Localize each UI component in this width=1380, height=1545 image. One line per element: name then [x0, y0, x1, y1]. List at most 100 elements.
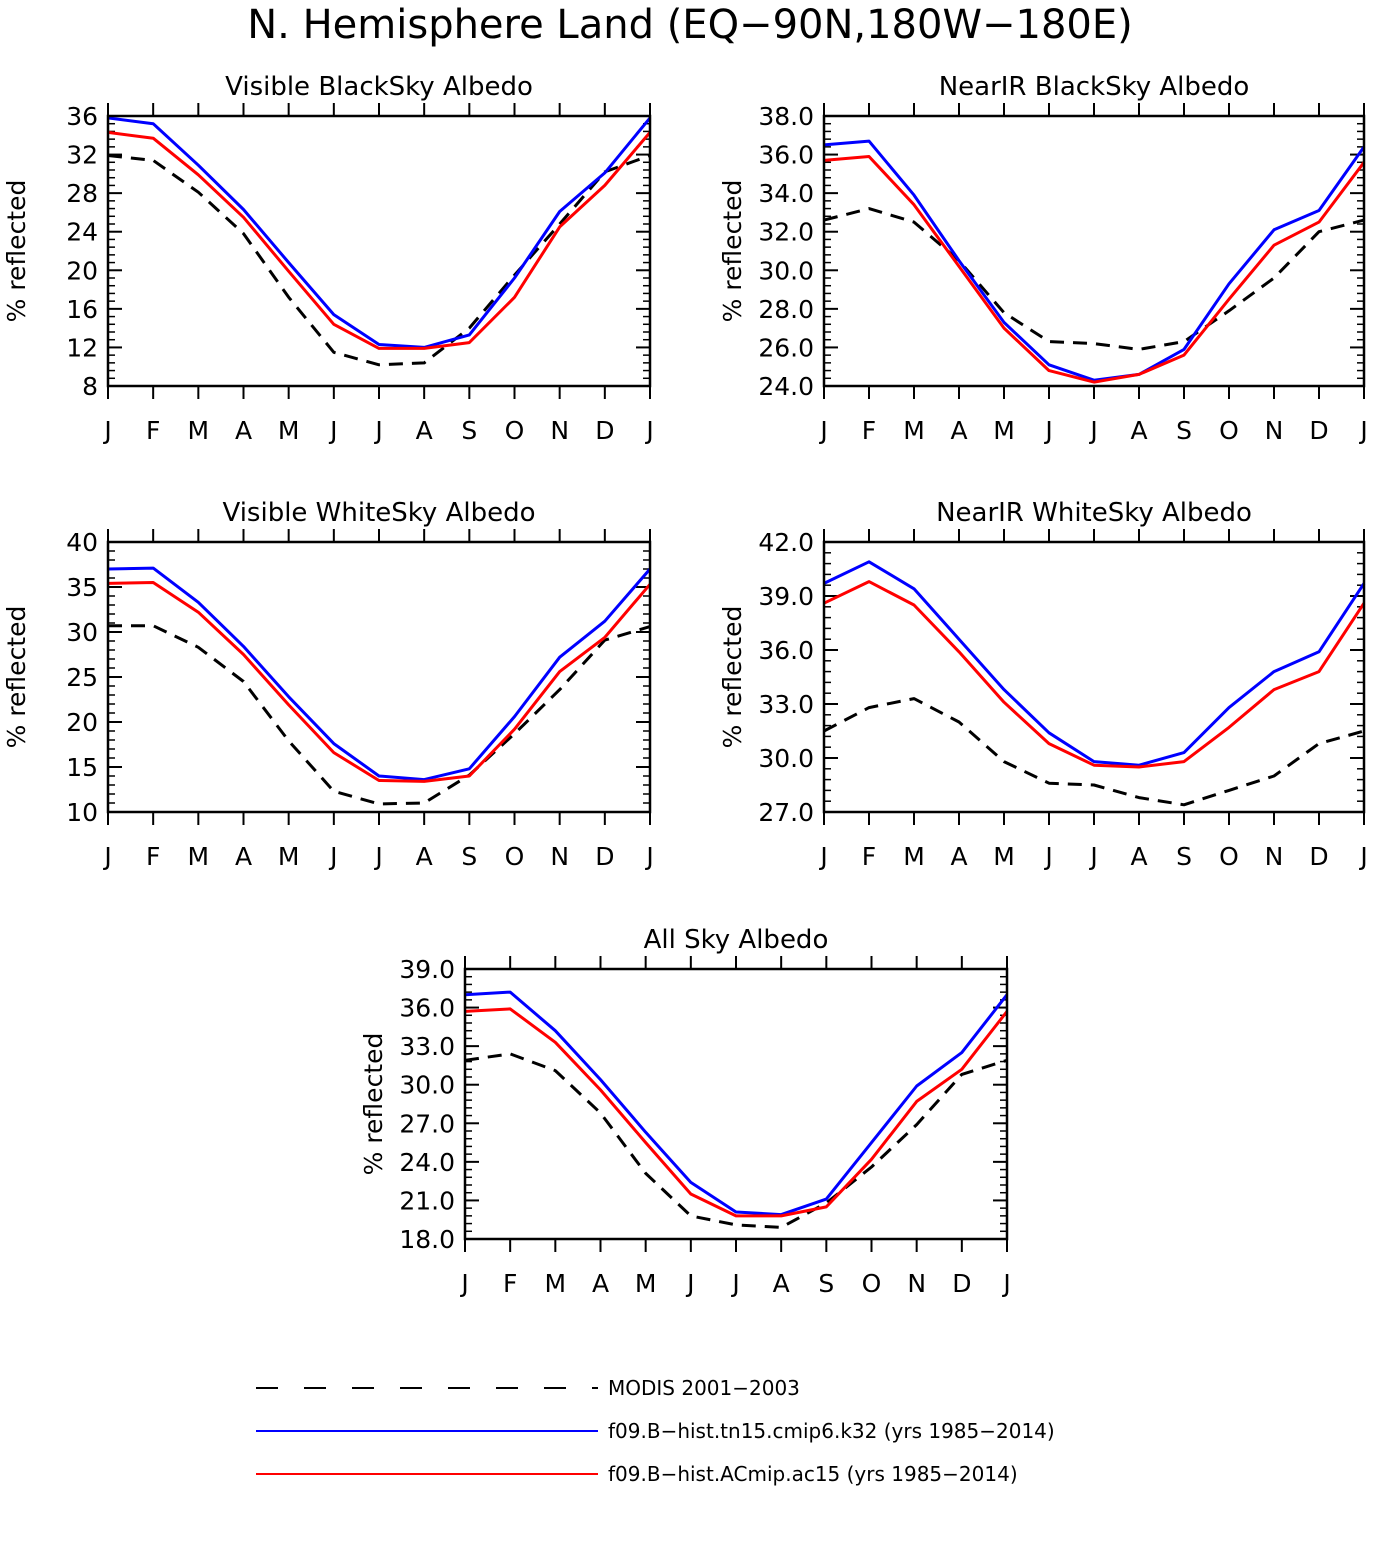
y-tick-label: 34.0	[758, 179, 814, 208]
y-tick-label: 8	[82, 372, 98, 401]
y-axis-label: % reflected	[2, 606, 31, 749]
x-tick-label: D	[595, 416, 614, 445]
y-tick-label: 24.0	[758, 372, 814, 401]
x-tick-label: J	[1043, 842, 1052, 871]
series-line	[823, 697, 1365, 807]
chart-panel: Visible WhiteSky Albedo % reflected 10 15 20…	[2, 498, 654, 871]
x-tick-label: J	[1001, 1269, 1010, 1298]
x-tick-label: M	[278, 416, 300, 445]
series-line	[108, 624, 651, 806]
x-tick-label: S	[1176, 842, 1192, 871]
legend: MODIS 2001−2003 f09.B−hist.tn15.cmip6.k32…	[256, 1376, 1055, 1486]
y-tick-label: 40	[66, 528, 98, 557]
chart-panel: NearIR BlackSky Albedo % reflected 24.0 26.…	[718, 72, 1368, 445]
x-tick-label: J	[818, 416, 827, 445]
y-tick-label: 30	[66, 618, 98, 647]
chart-panels: Visible BlackSky Albedo % reflected 8 12 16 2…	[2, 72, 1368, 1298]
x-tick-label: O	[862, 1269, 882, 1298]
x-tick-label: F	[862, 842, 876, 871]
x-tick-label: M	[635, 1269, 657, 1298]
y-tick-label: 32	[66, 141, 98, 170]
x-tick-label: D	[595, 842, 614, 871]
series-line	[823, 560, 1366, 767]
x-tick-label: J	[102, 842, 111, 871]
chart-panel: Visible BlackSky Albedo % reflected 8 12 16 2…	[2, 72, 654, 445]
x-tick-label: A	[1130, 842, 1147, 871]
x-tick-label: S	[461, 416, 477, 445]
y-tick-label: 10	[66, 798, 98, 827]
y-tick-label: 36.0	[758, 636, 814, 665]
x-tick-label: J	[373, 416, 382, 445]
series-line	[107, 154, 651, 367]
x-tick-label: O	[505, 416, 525, 445]
x-tick-label: J	[730, 1269, 739, 1298]
plot-frame	[822, 540, 1366, 814]
y-tick-label: 36.0	[758, 141, 814, 170]
y-axis-label: % reflected	[2, 180, 31, 323]
x-tick-label: A	[416, 416, 433, 445]
y-tick-label: 28.0	[758, 295, 814, 324]
y-tick-label: 39.0	[758, 582, 814, 611]
x-tick-label: N	[550, 416, 569, 445]
y-tick-label: 24.0	[399, 1148, 455, 1177]
y-tick-label: 20	[66, 256, 98, 285]
y-tick-label: 39.0	[399, 955, 455, 984]
x-tick-label: S	[818, 1269, 834, 1298]
y-tick-label: 27.0	[758, 798, 814, 827]
series-line	[107, 130, 652, 350]
y-tick-label: 42.0	[758, 528, 814, 557]
x-tick-label: A	[950, 842, 967, 871]
x-tick-label: S	[1176, 416, 1192, 445]
series-line	[823, 207, 1365, 351]
x-tick-label: J	[328, 416, 337, 445]
x-tick-label: F	[146, 416, 160, 445]
x-tick-label: N	[1265, 416, 1284, 445]
y-tick-label: 30.0	[758, 256, 814, 285]
x-tick-label: S	[461, 842, 477, 871]
y-tick-label: 24	[66, 218, 98, 247]
y-tick-label: 38.0	[758, 102, 814, 131]
y-tick-label: 32.0	[758, 218, 814, 247]
x-tick-label: A	[416, 842, 433, 871]
x-tick-label: A	[773, 1269, 790, 1298]
chart-title: NearIR WhiteSky Albedo	[936, 498, 1252, 528]
y-tick-label: 35	[66, 573, 98, 602]
y-tick-label: 33.0	[399, 1032, 455, 1061]
plot-frame	[463, 967, 1009, 1241]
series-line	[464, 1007, 1009, 1218]
legend-label: f09.B−hist.ACmip.ac15 (yrs 1985−2014)	[608, 1462, 1018, 1486]
chart-title: All Sky Albedo	[644, 925, 829, 955]
x-tick-label: M	[993, 842, 1015, 871]
y-axis-label: % reflected	[718, 606, 747, 749]
x-tick-label: A	[235, 416, 252, 445]
y-tick-label: 12	[66, 333, 98, 362]
y-tick-label: 36	[66, 102, 98, 131]
x-tick-label: J	[1358, 842, 1367, 871]
y-tick-label: 30.0	[758, 744, 814, 773]
x-tick-label: M	[993, 416, 1015, 445]
x-tick-label: F	[862, 416, 876, 445]
x-tick-label: O	[1219, 416, 1239, 445]
series-line	[464, 990, 1009, 1217]
series-line	[823, 580, 1366, 769]
x-tick-label: J	[328, 842, 337, 871]
series-line	[107, 116, 652, 349]
x-tick-label: M	[545, 1269, 567, 1298]
chart-title: Visible WhiteSky Albedo	[222, 498, 535, 528]
series-line	[107, 566, 652, 782]
y-tick-label: 21.0	[399, 1186, 455, 1215]
y-tick-label: 25	[66, 663, 98, 692]
x-tick-label: M	[188, 842, 210, 871]
chart-title: NearIR BlackSky Albedo	[939, 72, 1250, 102]
x-tick-label: J	[459, 1269, 468, 1298]
series-line	[464, 1052, 1008, 1229]
x-tick-label: A	[1130, 416, 1147, 445]
x-tick-label: O	[505, 842, 525, 871]
y-tick-label: 18.0	[399, 1225, 455, 1254]
figure-title: N. Hemisphere Land (EQ−90N,180W−180E)	[247, 2, 1133, 48]
plot-frame	[106, 540, 652, 814]
x-tick-label: A	[950, 416, 967, 445]
y-tick-label: 36.0	[399, 994, 455, 1023]
x-tick-label: D	[1309, 842, 1328, 871]
series-line	[823, 155, 1366, 384]
